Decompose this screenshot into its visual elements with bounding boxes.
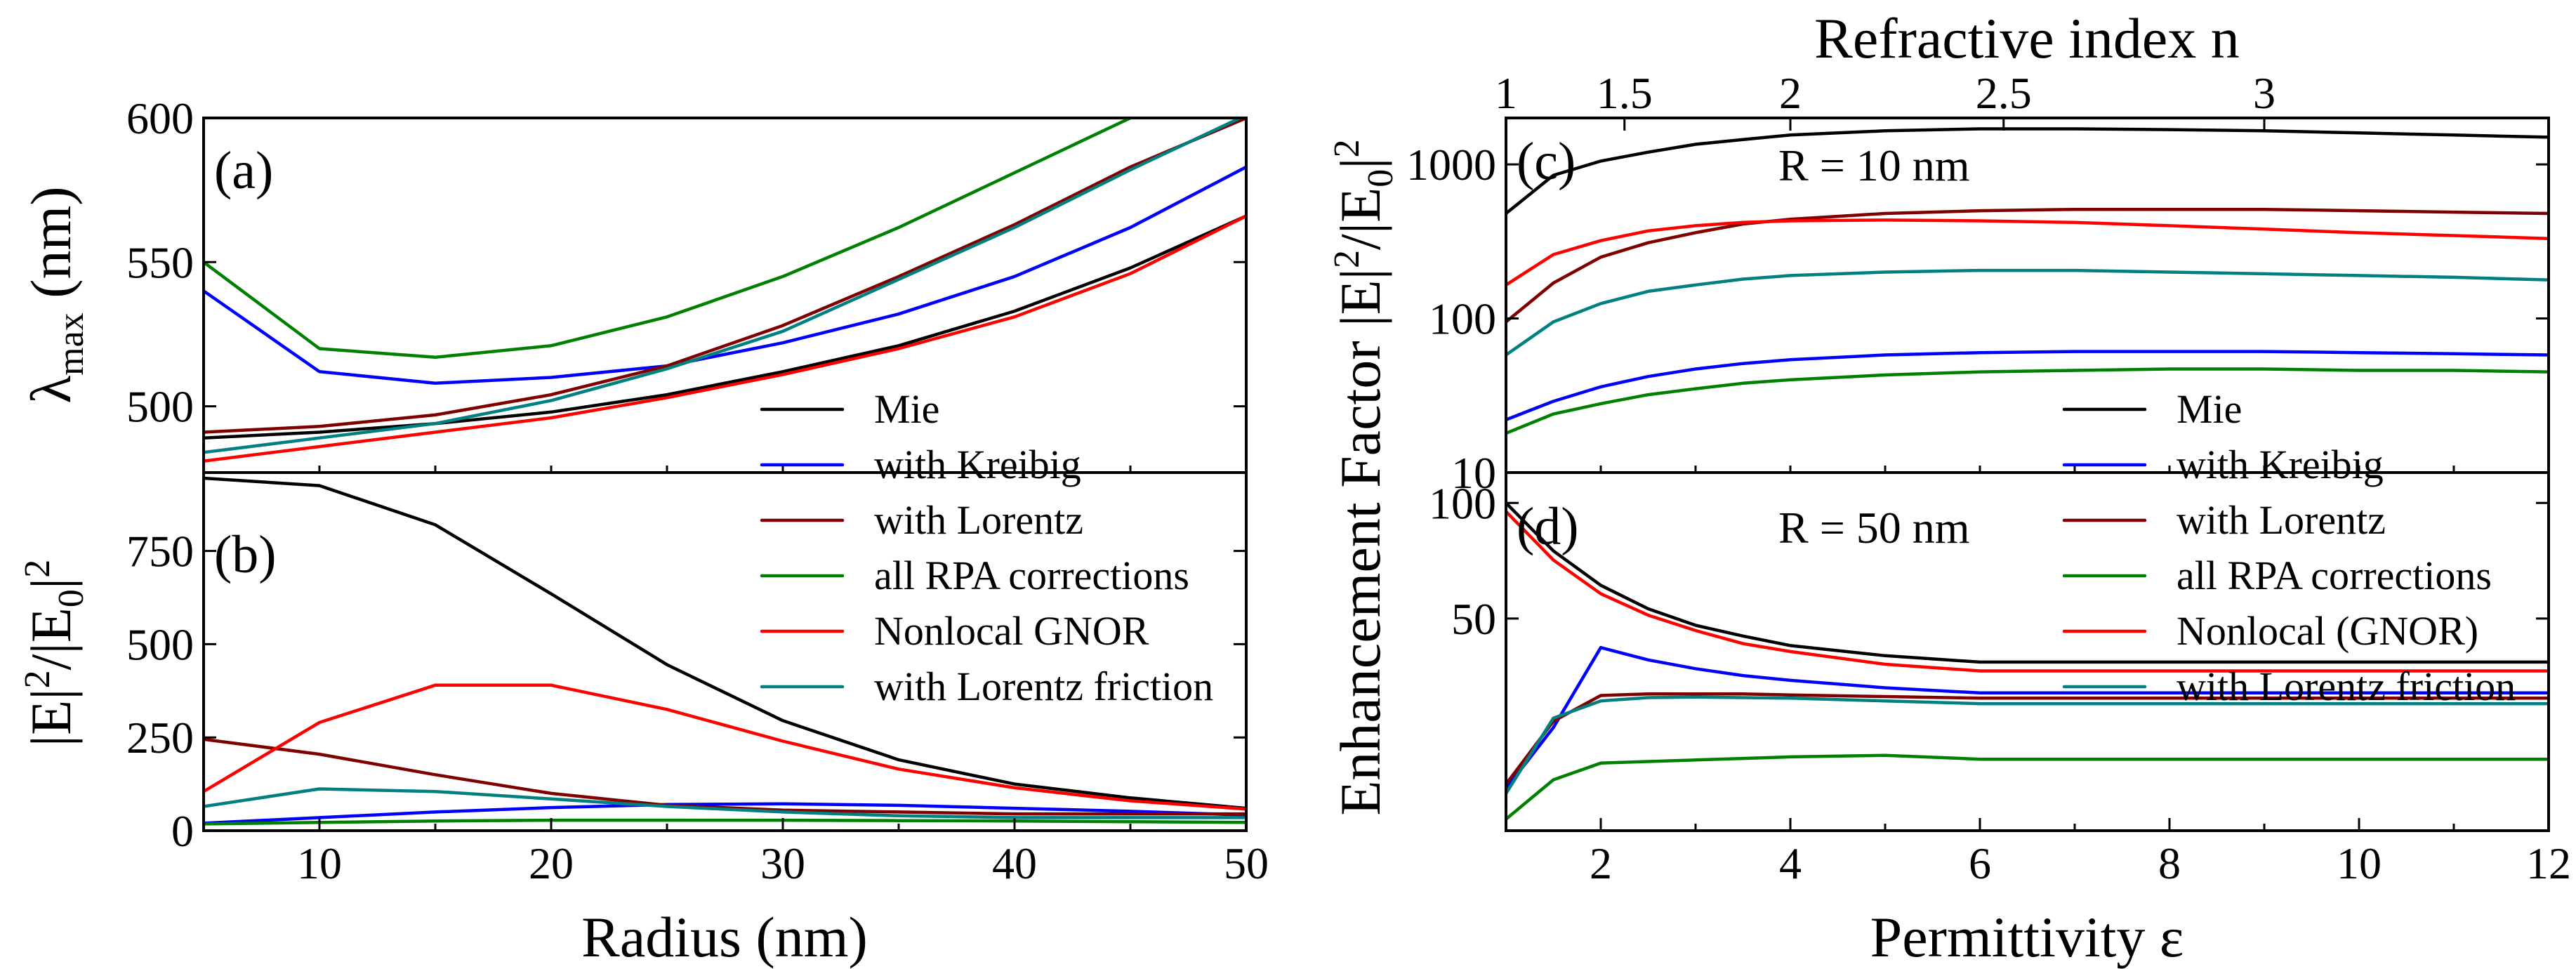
panel-d-series-friction bbox=[1506, 695, 2549, 796]
panel-b-ytick-label: 0 bbox=[171, 806, 194, 856]
legend-label-lorentz: with Lorentz bbox=[874, 497, 1083, 543]
panel-d-annotation: R = 50 nm bbox=[1778, 503, 1970, 553]
panel-b-plot-area bbox=[204, 476, 1246, 826]
panel-c-top-tick-label: 2.5 bbox=[1976, 68, 2032, 118]
panel-a-ylabel-symbol: λ bbox=[19, 376, 83, 404]
panel-a-ytick-label: 500 bbox=[126, 382, 194, 432]
panel-d-series-gnor bbox=[1506, 510, 2549, 673]
panel-c-ytick-label: 10 bbox=[1451, 448, 1496, 498]
legend-label-lorentz: with Lorentz bbox=[2177, 497, 2386, 543]
panel-a-series-lorentz bbox=[204, 118, 1246, 434]
panel-d-ytick-label: 100 bbox=[1429, 478, 1496, 528]
panel-b-ytick-label: 750 bbox=[126, 527, 194, 576]
panel-c-series-rpa bbox=[1506, 367, 2549, 435]
panel-a-ylabel-sub: max bbox=[51, 312, 91, 376]
panel-c-ytick-label: 100 bbox=[1429, 294, 1496, 344]
panel-b-xlabel: Radius (nm) bbox=[581, 905, 868, 969]
panel-a-ylabel-unit: (nm) bbox=[19, 186, 83, 312]
panel-a-series-rpa bbox=[204, 118, 1132, 360]
panel-b-xtick-label: 50 bbox=[1224, 838, 1269, 888]
panel-b-series-kreibig bbox=[204, 802, 1246, 825]
panel-a-ticks: 500 550 600 bbox=[126, 93, 1248, 473]
panel-b-ytick-label: 250 bbox=[126, 713, 194, 763]
panel-c-top-tick-label: 1.5 bbox=[1597, 68, 1653, 118]
panel-d-xtick-label: 4 bbox=[1779, 838, 1802, 888]
legend-label-rpa: all RPA corrections bbox=[2177, 553, 2492, 598]
legend-label-kreibig: with Kreibig bbox=[874, 442, 1081, 487]
panel-c-top-tick-label: 1 bbox=[1495, 68, 1517, 118]
panel-c-series-kreibig bbox=[1506, 350, 2549, 422]
panel-a-series-mie bbox=[204, 214, 1246, 440]
panel-d-xtick-label: 2 bbox=[1590, 838, 1612, 888]
legend-label-friction: with Lorentz friction bbox=[2177, 664, 2516, 709]
panel-c-ticks: 10 100 1000 1 1.5 2 2.5 3 bbox=[1406, 68, 2550, 498]
panel-d-xtick-label: 6 bbox=[1969, 838, 1991, 888]
panel-d-series-mie bbox=[1506, 501, 2549, 664]
panel-d-frame bbox=[1505, 471, 2550, 832]
legend-label-mie: Mie bbox=[874, 386, 939, 432]
panel-a: 500 550 600 (a) λmax (nm) bbox=[19, 93, 1248, 474]
panel-b-series-gnor bbox=[204, 683, 1246, 811]
panel-c-plot-area bbox=[1506, 127, 2549, 435]
legend-left: Mie with Kreibig with Lorentz all RPA corre… bbox=[760, 386, 1213, 709]
panel-b-label: (b) bbox=[214, 525, 277, 584]
panel-b-xtick-label: 20 bbox=[529, 838, 574, 888]
panel-c-top-tick-label: 3 bbox=[2253, 68, 2276, 118]
panel-b-series-friction bbox=[204, 787, 1246, 819]
legend-label-gnor: Nonlocal (GNOR) bbox=[2177, 608, 2478, 654]
panel-c: 10 100 1000 1 1.5 2 2.5 3 (c) R = 10 nm Refract… bbox=[1406, 6, 2550, 498]
panel-a-ytick-label: 550 bbox=[126, 237, 194, 287]
panel-c-label: (c) bbox=[1517, 132, 1576, 191]
panel-b-ticks: 0 250 500 750 10 20 30 40 50 bbox=[126, 527, 1269, 888]
panel-a-ytick-label: 600 bbox=[126, 93, 194, 143]
panel-b-xtick-label: 10 bbox=[297, 838, 342, 888]
panel-d-series-lorentz bbox=[1506, 692, 2549, 786]
panel-c-series-friction bbox=[1506, 268, 2549, 357]
panel-c-series-gnor bbox=[1506, 218, 2549, 287]
panel-a-ylabel: λmax (nm) bbox=[19, 186, 91, 403]
panel-c-annotation: R = 10 nm bbox=[1778, 140, 1970, 190]
panel-b-xtick-label: 40 bbox=[992, 838, 1037, 888]
panel-b-ylabel: |E|2/|E0|2 bbox=[18, 560, 91, 747]
panel-d-series-kreibig bbox=[1506, 645, 2549, 791]
legend-label-kreibig: with Kreibig bbox=[2177, 442, 2384, 487]
panel-d-ytick-label: 50 bbox=[1451, 594, 1496, 644]
panel-d-xlabel: Permittivity ε bbox=[1870, 905, 2184, 969]
panel-b-xtick-label: 30 bbox=[760, 838, 805, 888]
panel-a-series-friction bbox=[204, 118, 1244, 454]
panel-a-series-kreibig bbox=[204, 165, 1246, 385]
right-ylabel: Enhancement Factor |E|2/|E0|2 bbox=[1327, 139, 1401, 815]
panel-b-series-mie bbox=[204, 476, 1246, 810]
panel-c-series-lorentz bbox=[1506, 207, 2549, 324]
panel-d-xtick-label: 8 bbox=[2158, 838, 2181, 888]
panel-d-ticks: 50 100 2 4 6 8 10 12 bbox=[1429, 478, 2571, 888]
legend-right: Mie with Kreibig with Lorentz all RPA corre… bbox=[2062, 386, 2516, 709]
panel-d-xtick-label: 10 bbox=[2337, 838, 2382, 888]
panel-a-plot-area bbox=[204, 118, 1246, 463]
panel-b-series-rpa bbox=[204, 818, 1246, 826]
panel-d: 50 100 2 4 6 8 10 12 (d) R = 50 nm Permittivity… bbox=[1429, 471, 2571, 969]
legend-label-friction: with Lorentz friction bbox=[874, 664, 1213, 709]
panel-a-label: (a) bbox=[214, 141, 273, 200]
legend-label-mie: Mie bbox=[2177, 386, 2242, 432]
panel-b: 0 250 500 750 10 20 30 40 50 (b) |E|2/|E0|2 Radi… bbox=[18, 471, 1269, 969]
panel-d-label: (d) bbox=[1517, 497, 1579, 556]
legend-label-gnor: Nonlocal GNOR bbox=[874, 608, 1149, 654]
legend-label-rpa: all RPA corrections bbox=[874, 553, 1189, 598]
panel-c-top-tick-label: 2 bbox=[1779, 68, 1802, 118]
panel-d-plot-area bbox=[1506, 501, 2549, 821]
panel-c-top-xlabel: Refractive index n bbox=[1814, 6, 2240, 70]
panel-a-series-gnor bbox=[204, 214, 1246, 463]
panel-c-ytick-label: 1000 bbox=[1406, 140, 1496, 190]
panel-b-frame bbox=[202, 471, 1248, 832]
panel-c-series-mie bbox=[1506, 127, 2549, 216]
panel-d-series-rpa bbox=[1506, 753, 2549, 821]
panel-d-xtick-label: 12 bbox=[2526, 838, 2571, 888]
panel-b-ytick-label: 500 bbox=[126, 619, 194, 669]
panel-c-frame bbox=[1505, 117, 2550, 474]
